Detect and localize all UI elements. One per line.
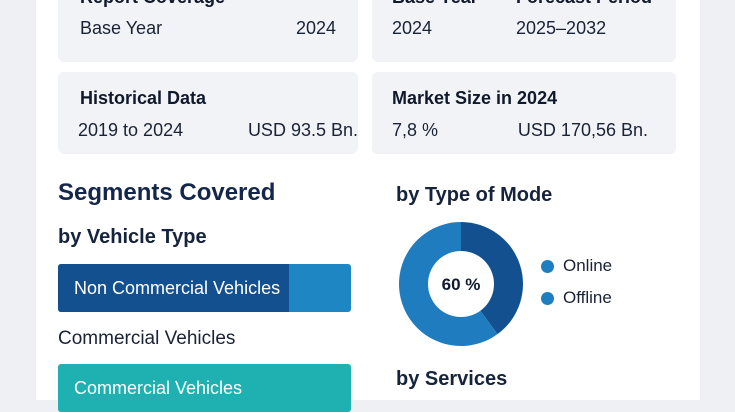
forecast-period-title: Forecast Period: [516, 0, 652, 8]
vehicle-type-title: by Vehicle Type: [58, 226, 207, 248]
legend-offline-label: Offline: [563, 288, 612, 307]
cagr-value: 7,8 %: [392, 120, 439, 140]
base-year-label: Base Year: [80, 18, 163, 38]
page-panel: Report Coverage Base Year 2024 Base Year…: [36, 0, 700, 412]
historical-data-title: Historical Data: [80, 88, 207, 108]
base-year-value-2: 2024: [392, 18, 433, 38]
base-year-forecast-card: Base Year Forecast Period 2024 2025–2032: [372, 0, 676, 62]
non-commercial-vehicles-bar-fill: [58, 264, 290, 312]
non-commercial-vehicles-bar: Non Commercial Vehicles: [58, 264, 351, 312]
commercial-vehicles-label: Commercial Vehicles: [58, 328, 236, 349]
historical-usd-value: USD 93.5 Bn.: [247, 120, 358, 140]
commercial-vehicles-bar: Commercial Vehicles: [58, 364, 351, 412]
report-coverage-card: Report Coverage Base Year 2024: [58, 0, 358, 62]
historical-range-value: 2019 to 2024: [78, 120, 184, 140]
report-coverage-title: Report Coverage: [80, 0, 225, 8]
services-title: by Services: [396, 368, 508, 390]
forecast-period-value: 2025–2032: [516, 18, 607, 38]
legend-online-dot: [541, 259, 554, 273]
mode-title: by Type of Mode: [396, 184, 553, 206]
mode-donut-chart: 60 %: [398, 222, 523, 346]
legend-online-label: Online: [563, 256, 613, 275]
commercial-vehicles-bar-label: Commercial Vehicles: [74, 378, 243, 398]
legend-offline-dot: [541, 291, 554, 305]
base-year-value: 2024: [295, 18, 336, 38]
donut-hole: [428, 251, 494, 317]
market-size-card: Market Size in 2024 7,8 % USD 170,56 Bn.: [372, 72, 676, 154]
non-commercial-vehicles-label: Non Commercial Vehicles: [74, 277, 281, 298]
donut-center-label: 60 %: [442, 275, 481, 294]
base-year-title: Base Year: [392, 0, 478, 8]
legend-offline: Offline: [541, 288, 612, 308]
market-size-title: Market Size in 2024: [392, 88, 558, 108]
legend-online: Online: [541, 256, 612, 276]
historical-data-card: Historical Data 2019 to 2024 USD 93.5 Bn…: [58, 72, 358, 154]
market-size-usd-value: USD 170,56 Bn.: [517, 120, 648, 140]
segments-covered-title: Segments Covered: [58, 179, 276, 206]
